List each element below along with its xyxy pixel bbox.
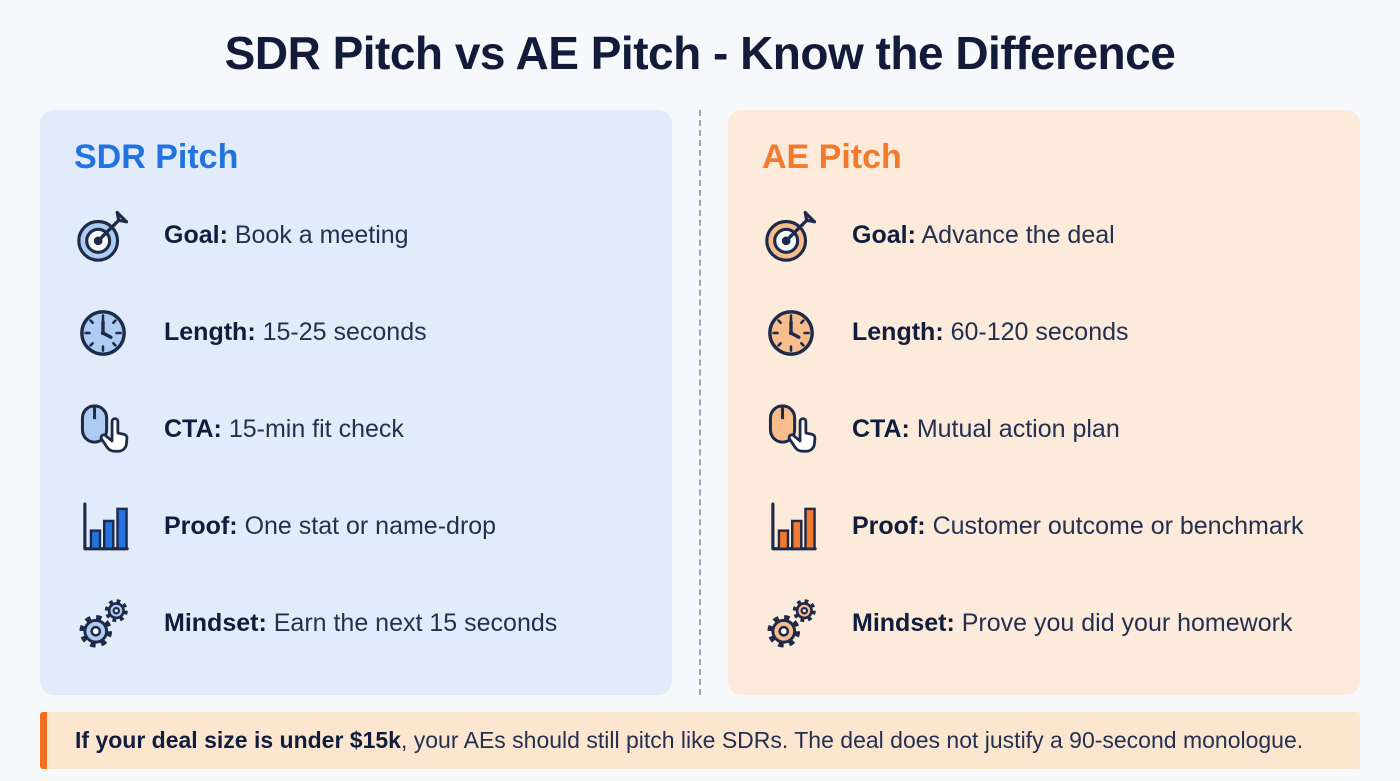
- footer-note: If your deal size is under $15k, your AE…: [40, 712, 1360, 769]
- row-value: Advance the deal: [921, 221, 1115, 249]
- row-label: Proof:: [852, 512, 926, 540]
- row-label: Goal:: [852, 221, 916, 249]
- row-label: CTA:: [852, 415, 910, 443]
- row-label: CTA:: [164, 415, 222, 443]
- footer-highlight: If your deal size is under $15k: [75, 727, 401, 753]
- sdr-row-goal: Goal: Book a meeting: [74, 187, 638, 284]
- sdr-row-length-text: Length: 15-25 seconds: [164, 318, 427, 347]
- comparison-columns: SDR Pitch Goal: Book a meeting Length: 1…: [40, 110, 1360, 695]
- gears-icon: [74, 595, 132, 653]
- ae-row-length: Length: 60-120 seconds: [762, 284, 1326, 381]
- ae-row-goal-text: Goal: Advance the deal: [852, 221, 1115, 250]
- sdr-row-goal-text: Goal: Book a meeting: [164, 221, 409, 250]
- ae-row-length-text: Length: 60-120 seconds: [852, 318, 1129, 347]
- row-value: Prove you did your homework: [961, 609, 1293, 637]
- bar-chart-icon: [762, 498, 820, 556]
- row-label: Mindset:: [164, 609, 267, 637]
- row-label: Proof:: [164, 512, 238, 540]
- row-value: 15-25 seconds: [262, 318, 427, 346]
- row-value: One stat or name-drop: [244, 512, 497, 540]
- row-label: Length:: [164, 318, 256, 346]
- ae-panel-title: AE Pitch: [762, 138, 902, 176]
- mouse-click-icon: [74, 401, 132, 459]
- target-icon: [762, 207, 820, 265]
- sdr-row-length: Length: 15-25 seconds: [74, 284, 638, 381]
- footer-rest: , your AEs should still pitch like SDRs.…: [400, 727, 1304, 753]
- sdr-row-cta: CTA: 15-min fit check: [74, 381, 638, 478]
- panel-divider: [699, 110, 701, 695]
- sdr-row-proof: Proof: One stat or name-drop: [74, 478, 638, 575]
- row-label: Goal:: [164, 221, 228, 249]
- sdr-row-proof-text: Proof: One stat or name-drop: [164, 512, 496, 541]
- row-value: 60-120 seconds: [950, 318, 1129, 346]
- ae-row-goal: Goal: Advance the deal: [762, 187, 1326, 284]
- mouse-click-icon: [762, 401, 820, 459]
- ae-row-mindset-text: Mindset: Prove you did your homework: [852, 609, 1292, 638]
- ae-row-proof-text: Proof: Customer outcome or benchmark: [852, 512, 1304, 541]
- sdr-row-mindset-text: Mindset: Earn the next 15 seconds: [164, 609, 557, 638]
- clock-icon: [74, 304, 132, 362]
- page-title: SDR Pitch vs AE Pitch - Know the Differe…: [224, 27, 1176, 79]
- ae-row-cta: CTA: Mutual action plan: [762, 381, 1326, 478]
- target-icon: [74, 207, 132, 265]
- footer-text: If your deal size is under $15k, your AE…: [75, 727, 1303, 754]
- ae-row-mindset: Mindset: Prove you did your homework: [762, 575, 1326, 672]
- clock-icon: [762, 304, 820, 362]
- sdr-row-cta-text: CTA: 15-min fit check: [164, 415, 404, 444]
- row-value: Book a meeting: [234, 221, 409, 249]
- row-value: Mutual action plan: [916, 415, 1120, 443]
- row-value: Earn the next 15 seconds: [273, 609, 558, 637]
- ae-row-proof: Proof: Customer outcome or benchmark: [762, 478, 1326, 575]
- row-value: 15-min fit check: [228, 415, 404, 443]
- row-label: Mindset:: [852, 609, 955, 637]
- ae-row-cta-text: CTA: Mutual action plan: [852, 415, 1120, 444]
- sdr-panel: SDR Pitch Goal: Book a meeting Length: 1…: [40, 110, 672, 695]
- sdr-panel-title: SDR Pitch: [74, 138, 239, 176]
- bar-chart-icon: [74, 498, 132, 556]
- row-label: Length:: [852, 318, 944, 346]
- sdr-row-mindset: Mindset: Earn the next 15 seconds: [74, 575, 638, 672]
- ae-panel: AE Pitch Goal: Advance the deal Length: …: [728, 110, 1360, 695]
- row-value: Customer outcome or benchmark: [932, 512, 1304, 540]
- gears-icon: [762, 595, 820, 653]
